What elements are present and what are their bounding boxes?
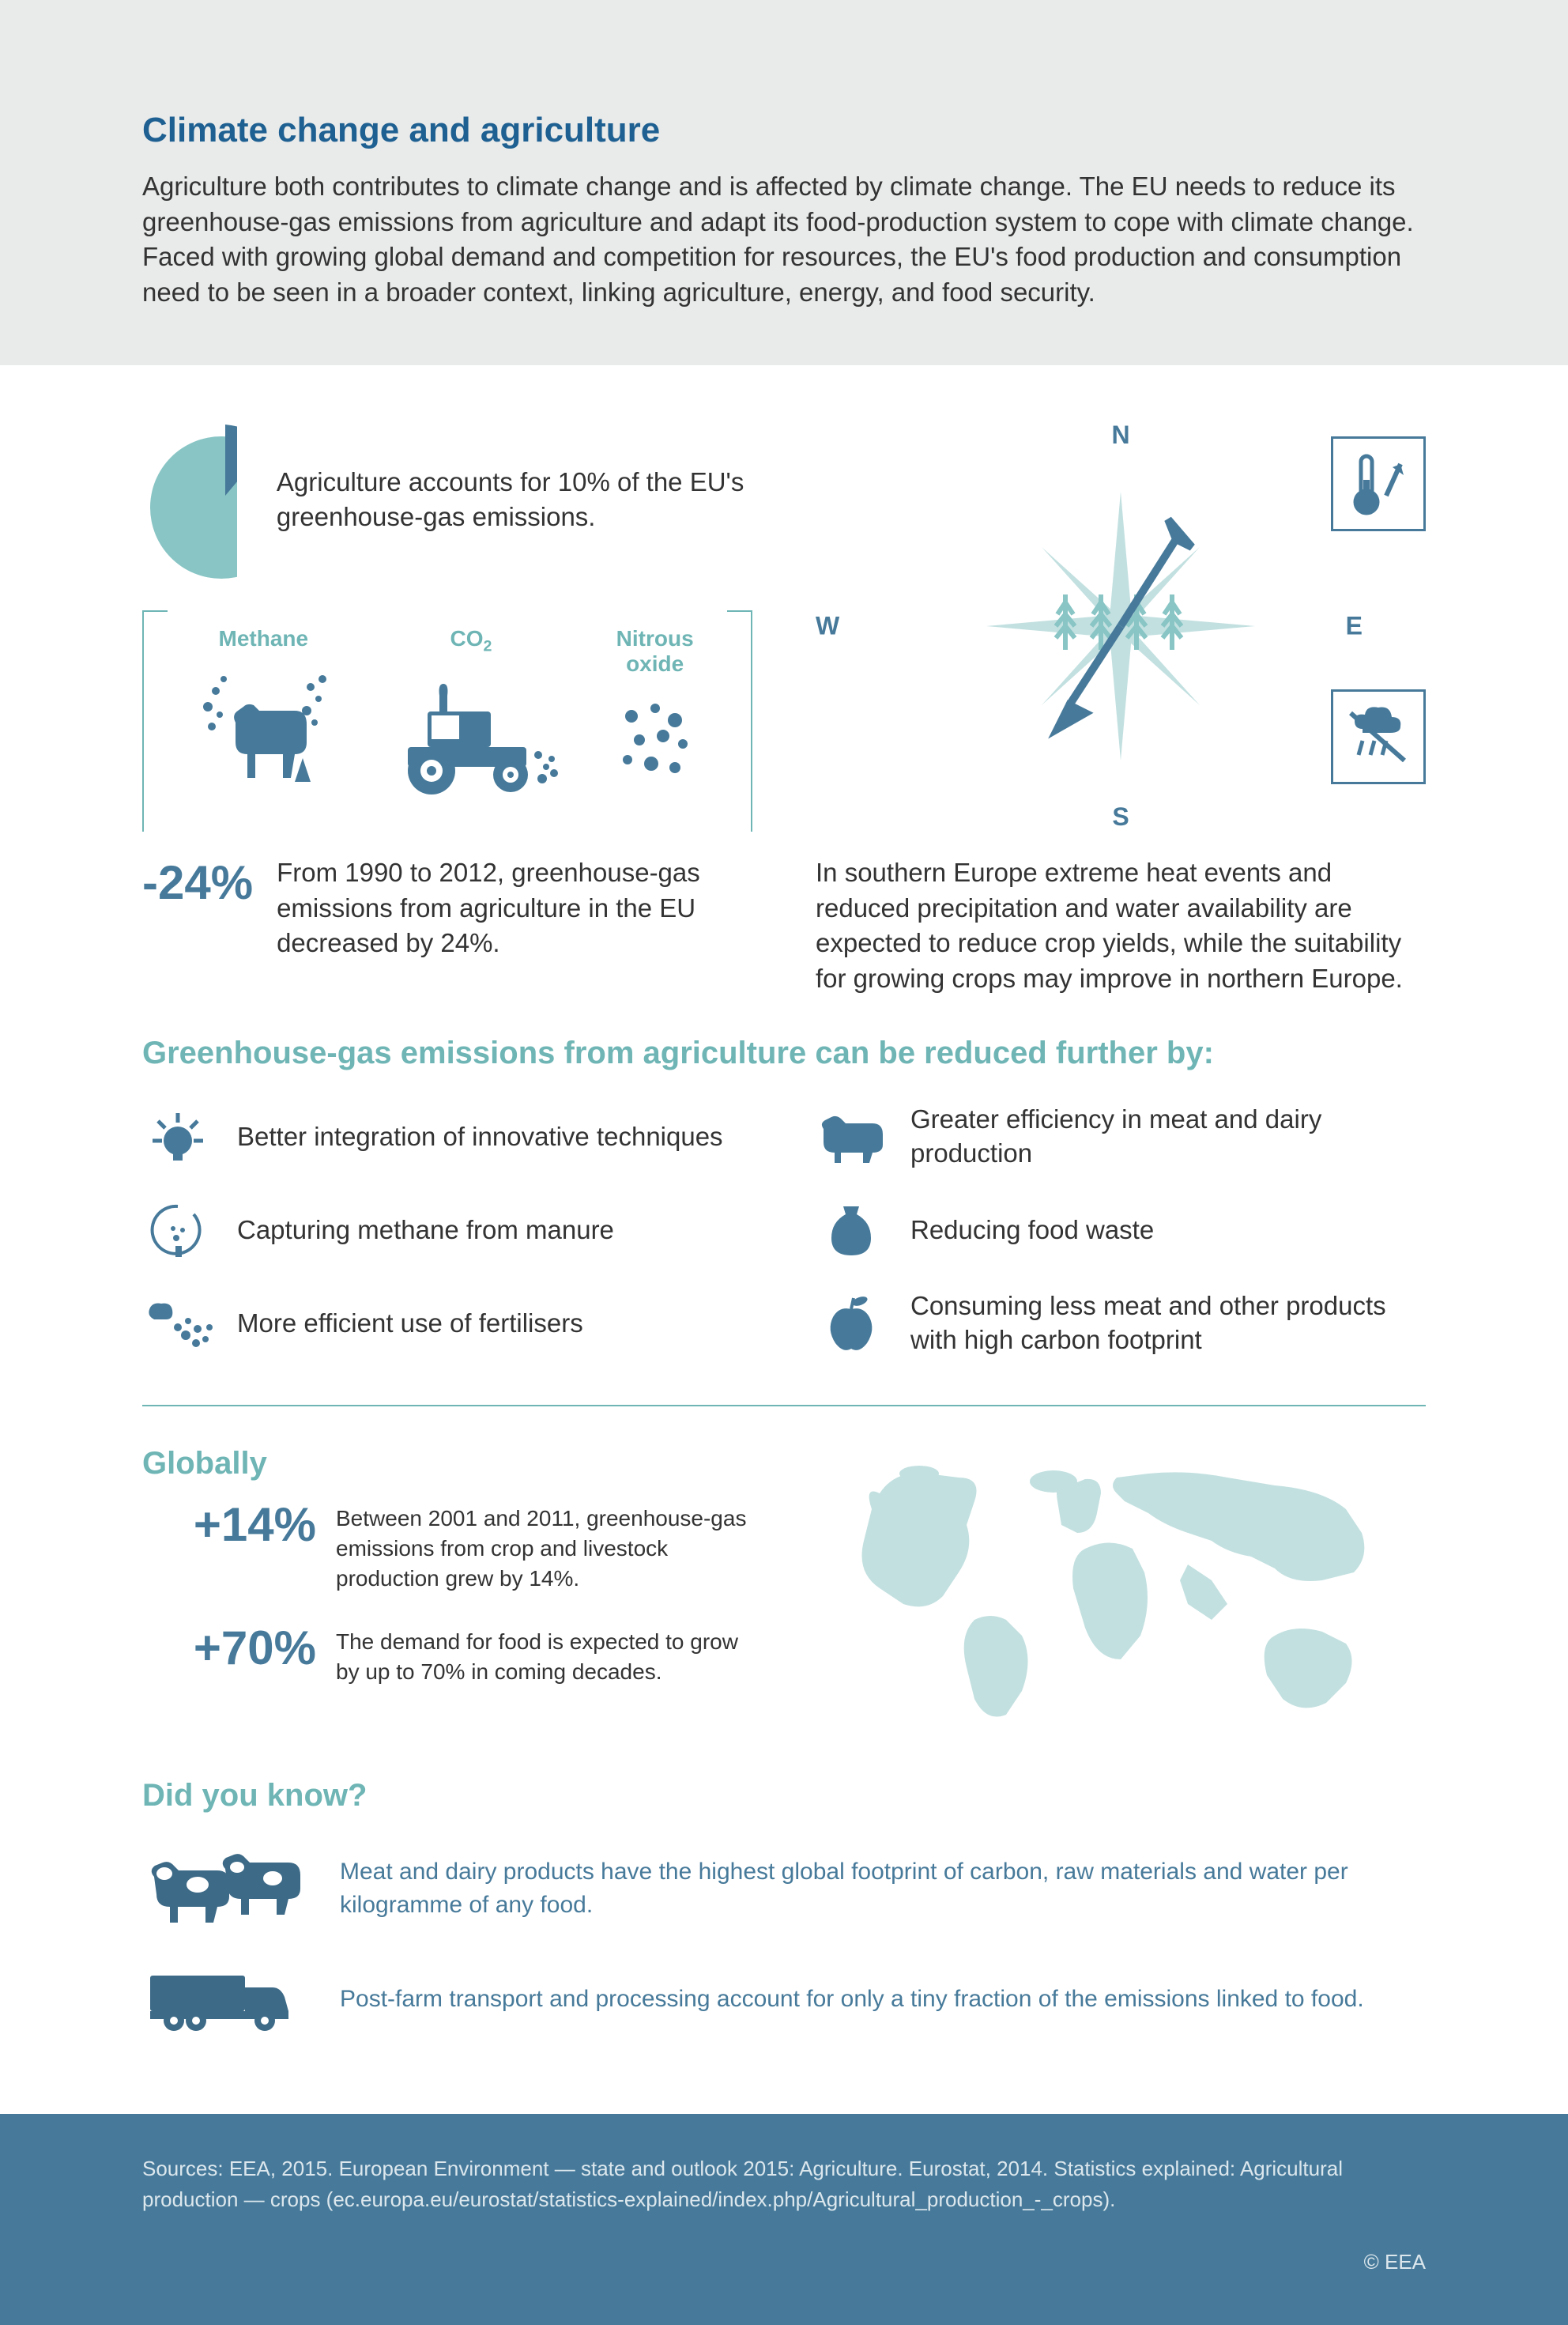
globally-heading: Globally [142, 1446, 760, 1481]
particles-icon [608, 693, 703, 787]
world-map [808, 1446, 1426, 1746]
bag-icon [816, 1198, 887, 1262]
intro-paragraph: Agriculture both contributes to climate … [142, 169, 1426, 310]
world-map-icon [832, 1446, 1401, 1746]
dyk-heading: Did you know? [142, 1778, 1426, 1814]
reduce-text: Greater efficiency in meat and dairy pro… [910, 1103, 1426, 1171]
global-stat: +70% The demand for food is expected to … [142, 1621, 760, 1687]
truck-icon [142, 1964, 300, 2035]
dyk-text: Post-farm transport and processing accou… [340, 1983, 1364, 2016]
dyk-text: Meat and dairy products have the highest… [340, 1855, 1426, 1922]
reduce-text: More efficient use of fertilisers [237, 1307, 583, 1341]
dyk-item: Post-farm transport and processing accou… [142, 1964, 1426, 2035]
compass-w: W [816, 612, 839, 641]
reduce-grid: Better integration of innovative techniq… [142, 1103, 1426, 1357]
reduce-item: Reducing food waste [816, 1198, 1426, 1262]
reduce-item: Greater efficiency in meat and dairy pro… [816, 1103, 1426, 1171]
compass-n: N [1111, 421, 1129, 450]
global-stat: +14% Between 2001 and 2011, greenhouse-g… [142, 1497, 760, 1593]
reduce-item: More efficient use of fertilisers [142, 1289, 752, 1357]
compass-s: S [1112, 802, 1129, 832]
cow-icon [816, 1109, 887, 1164]
section-divider [142, 1405, 1426, 1406]
global-stat-value: +70% [142, 1621, 316, 1675]
column-left: Agriculture accounts for 10% of the EU's… [142, 421, 752, 996]
fertiliser-icon [142, 1296, 213, 1351]
compass-rose-icon [955, 460, 1287, 792]
column-right: N S W E [816, 421, 1426, 996]
sources-text: Sources: EEA, 2015. European Environment… [142, 2153, 1426, 2215]
reduce-text: Better integration of innovative techniq… [237, 1120, 723, 1154]
reduce-text: Reducing food waste [910, 1213, 1154, 1247]
reduce-text: Consuming less meat and other products w… [910, 1289, 1426, 1357]
lightbulb-icon [142, 1105, 213, 1168]
pie-caption: Agriculture accounts for 10% of the EU's… [277, 465, 752, 535]
rain-strike-icon [1331, 689, 1426, 784]
emission-label: Methane [219, 626, 309, 651]
compass-e: E [1346, 612, 1363, 641]
reduce-item: Consuming less meat and other products w… [816, 1289, 1426, 1357]
global-stat-text: Between 2001 and 2011, greenhouse-gas em… [336, 1497, 760, 1593]
compass-caption: In southern Europe extreme heat events a… [816, 855, 1426, 996]
globally-column: Globally +14% Between 2001 and 2011, gre… [142, 1446, 760, 1746]
copyright-text: © EEA [142, 2247, 1426, 2278]
emission-methane: Methane [192, 626, 334, 786]
tractor-icon [384, 672, 558, 798]
emission-co2: CO2 [384, 626, 558, 798]
page-title: Climate change and agriculture [142, 111, 1426, 150]
cow-icon [192, 667, 334, 786]
emission-label: CO2 [450, 626, 492, 656]
dyk-item: Meat and dairy products have the highest… [142, 1845, 1426, 1932]
reduce-item: Better integration of innovative techniq… [142, 1103, 752, 1171]
main-content: Agriculture accounts for 10% of the EU's… [0, 365, 1568, 2114]
global-stat-text: The demand for food is expected to grow … [336, 1621, 760, 1687]
reduce-heading: Greenhouse-gas emissions from agricultur… [142, 1036, 1426, 1071]
header-block: Climate change and agriculture Agricultu… [0, 0, 1568, 365]
reduce-item: Capturing methane from manure [142, 1198, 752, 1262]
flask-icon [142, 1198, 213, 1262]
emission-sources-box: Methane CO2 [142, 610, 752, 832]
footer-block: Sources: EEA, 2015. European Environment… [0, 2114, 1568, 2325]
cows-icon [142, 1845, 300, 1932]
apple-icon [816, 1292, 887, 1355]
reduce-text: Capturing methane from manure [237, 1213, 614, 1247]
global-stat-value: +14% [142, 1497, 316, 1552]
eu-stat-text: From 1990 to 2012, greenhouse-gas emissi… [277, 855, 752, 961]
emission-label: Nitrousoxide [616, 626, 694, 677]
compass-diagram: N S W E [816, 421, 1426, 832]
eu-stat-value: -24% [142, 855, 253, 910]
thermometer-up-icon [1331, 436, 1426, 531]
emission-nitrous: Nitrousoxide [608, 626, 703, 787]
pie-chart-icon [142, 421, 237, 579]
